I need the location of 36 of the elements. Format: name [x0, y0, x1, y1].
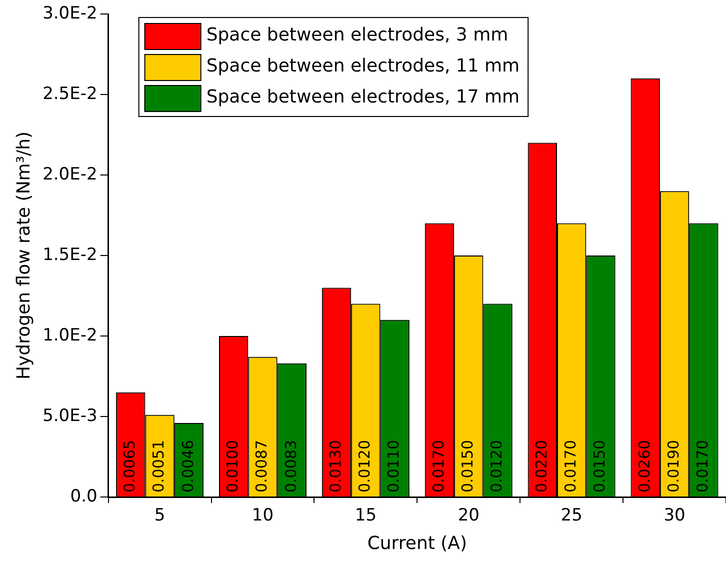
- y-axis-title: Hydrogen flow rate (Nm³/h): [13, 131, 34, 380]
- legend-label: Space between electrodes, 17 mm: [206, 86, 520, 108]
- data-label: 0.0087: [252, 440, 271, 492]
- y-tick-label: 2.0E-2: [42, 164, 98, 184]
- x-tick-label: 20: [458, 506, 480, 526]
- data-label: 0.0110: [384, 440, 403, 492]
- y-tick-label: 0.0: [70, 486, 98, 506]
- data-label: 0.0260: [635, 440, 654, 492]
- data-label: 0.0083: [282, 440, 300, 492]
- y-tick-label: 5.0E-3: [42, 406, 98, 426]
- data-label: 0.0120: [356, 440, 374, 492]
- legend-label: Space between electrodes, 3 mm: [206, 24, 508, 46]
- y-tick-label: 1.5E-2: [42, 244, 98, 265]
- y-tick-label: 2.5E-2: [42, 84, 98, 104]
- data-label: 0.0220: [532, 440, 550, 492]
- legend-label: Space between electrodes, 11 mm: [206, 56, 520, 77]
- data-label: 0.0065: [120, 440, 139, 492]
- y-tick-label: 1.0E-2: [42, 325, 98, 346]
- data-label: 0.0170: [561, 440, 580, 492]
- data-label: 0.0170: [694, 440, 712, 492]
- x-tick-label: 5: [154, 506, 166, 526]
- x-axis-title: Current (A): [367, 532, 468, 554]
- data-label: 0.0046: [178, 440, 197, 492]
- y-tick-label: 3.0E-2: [42, 3, 98, 24]
- data-label: 0.0150: [590, 440, 609, 492]
- x-tick-label: 25: [560, 506, 582, 526]
- x-tick-label: 30: [664, 506, 686, 526]
- data-label: 0.0100: [223, 440, 242, 492]
- data-label: 0.0150: [458, 440, 477, 492]
- data-label: 0.0051: [150, 440, 168, 492]
- data-label: 0.0130: [326, 440, 344, 492]
- data-label: 0.0190: [664, 440, 682, 492]
- x-tick-label: 10: [252, 506, 274, 526]
- data-label: 0.0170: [429, 440, 448, 492]
- x-tick-label: 15: [354, 506, 377, 526]
- data-label: 0.0120: [488, 440, 506, 492]
